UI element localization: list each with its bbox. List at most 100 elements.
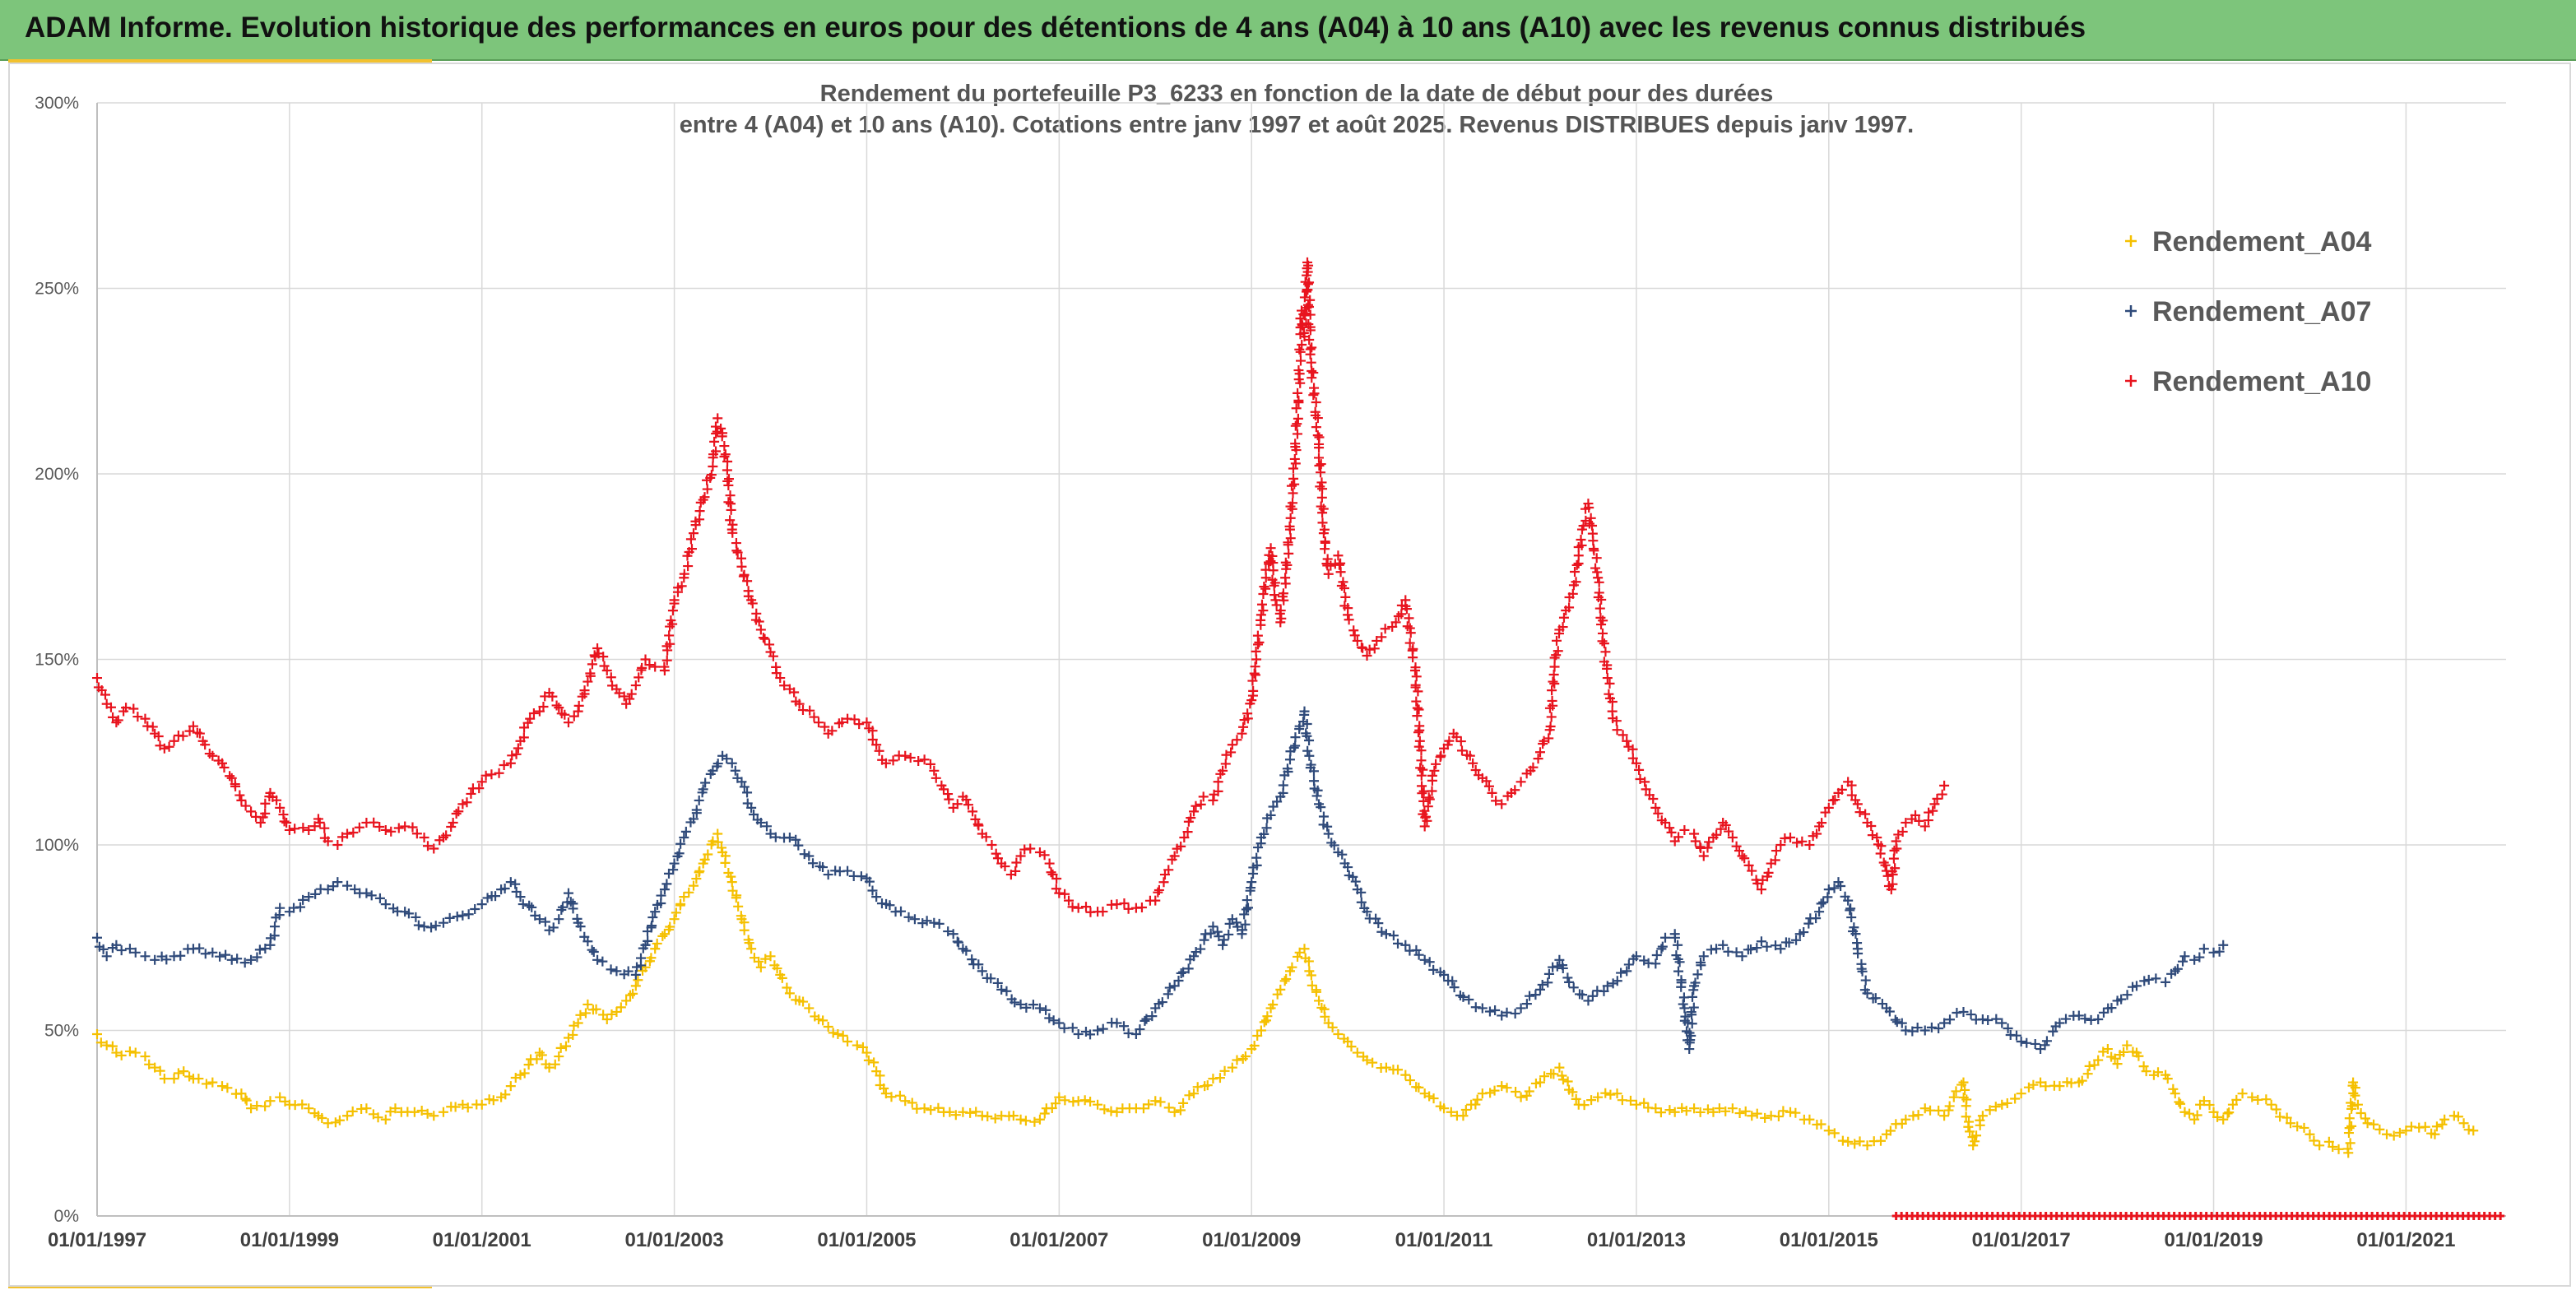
data-point [236,1088,247,1099]
data-point [1169,1107,1180,1117]
data-point [1237,925,1248,935]
data-point [981,832,991,842]
data-point [592,954,603,965]
data-point [852,1040,862,1051]
data-point [1771,940,1780,951]
data-point [2401,1125,2411,1136]
data-point [92,932,102,943]
data-point [1419,954,1430,965]
data-point [990,1113,1000,1124]
data-point [583,676,593,687]
data-point [1246,883,1256,893]
data-point [1028,1000,1038,1010]
data-point [2224,1107,2235,1118]
data-point [755,624,766,635]
data-point [226,773,237,783]
y-tick-label: 300% [35,94,79,113]
data-point [671,907,681,918]
data-point [1562,1076,1573,1087]
data-point [1155,1097,1166,1107]
data-point [111,1047,122,1058]
data-point [2439,1114,2450,1125]
data-point [1612,976,1622,986]
data-point [856,871,866,882]
data-point [466,788,476,799]
data-point [650,944,661,954]
data-point [2346,1097,2356,1108]
data-point [1157,997,1167,1008]
data-point [1189,951,1200,962]
data-point [1447,976,1458,986]
data-point [1533,754,1543,764]
data-point [823,1021,833,1032]
data-point [1421,811,1432,822]
data-point [943,926,954,937]
data-point [661,879,672,889]
data-point [760,954,771,964]
data-point [585,668,596,679]
data-point [1446,1107,1456,1117]
data-point [961,794,972,805]
data-point [666,615,676,626]
data-point [961,945,972,956]
data-point [1317,508,1328,518]
data-point [1237,728,1247,739]
data-point [1678,992,1689,1003]
data-point [1689,1103,1700,1114]
data-point [1412,711,1423,722]
data-point [1178,1097,1189,1108]
data-point [1202,1080,1213,1091]
data-point [1650,802,1661,813]
data-point [342,828,353,839]
data-point [1214,1073,1225,1084]
data-point [347,1106,358,1116]
data-point [1687,991,1697,1002]
data-point [2143,974,2154,985]
data-point [1515,777,1526,787]
data-point [254,944,265,955]
data-point [111,717,122,728]
data-point [592,643,603,653]
data-point [1528,762,1539,773]
data-point [739,925,750,935]
data-point [1803,918,1814,929]
data-point [694,506,705,517]
data-point [476,1099,487,1110]
x-tick-label: 01/01/2001 [433,1229,531,1251]
data-point [711,446,722,457]
data-point [374,893,385,903]
data-point [1534,984,1545,995]
data-point [1416,745,1427,756]
data-point [755,817,766,828]
data-point [507,750,518,761]
data-point [1085,1029,1096,1040]
data-point [225,771,235,782]
data-point [200,740,211,750]
data-point [519,1068,530,1079]
data-point [1914,815,1924,826]
data-point [1400,940,1411,950]
data-point [554,703,564,713]
data-point [1570,567,1580,578]
data-point [1093,1099,1103,1110]
data-point [886,1092,897,1102]
data-point [1304,966,1315,977]
data-point [827,726,838,736]
data-point [1743,860,1754,870]
data-point [1335,567,1346,578]
data-point [2496,1212,2505,1220]
data-point [1329,840,1339,851]
data-point [867,885,878,896]
data-point [1431,759,1441,769]
data-point [563,888,573,898]
data-point [1814,907,1825,917]
data-point [140,1051,151,1062]
data-point [1381,1062,1391,1073]
data-point [1419,821,1430,832]
data-point [2041,1036,2052,1046]
data-point [1179,832,1190,842]
data-point [1698,851,1709,861]
data-point [668,865,679,875]
data-point [1862,988,1873,999]
x-tick-label: 01/01/2013 [1587,1229,1686,1251]
